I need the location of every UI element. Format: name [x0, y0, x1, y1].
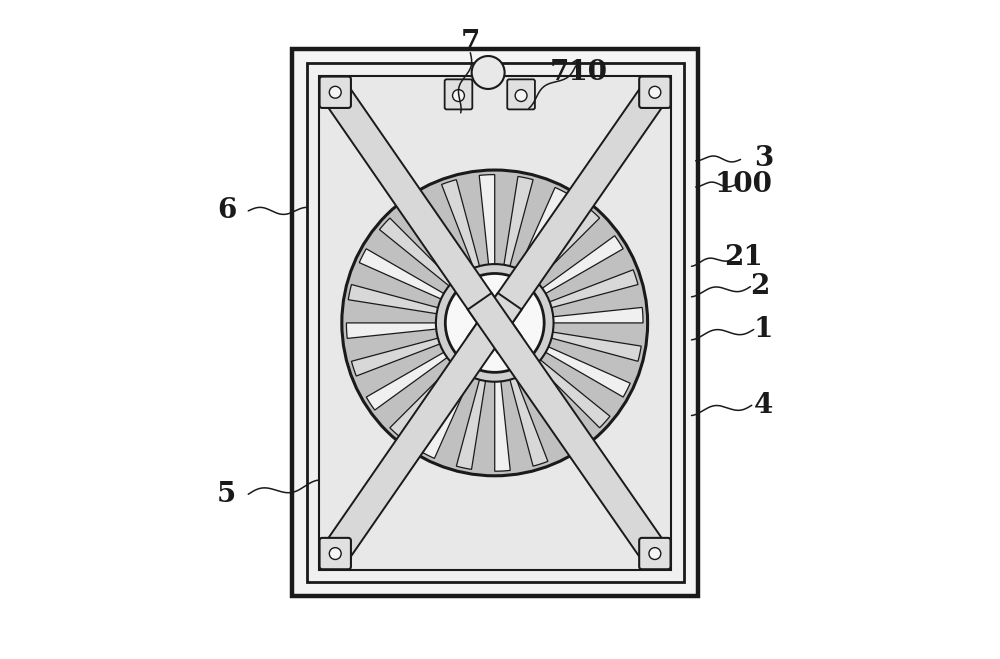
Text: 3: 3 [754, 145, 773, 171]
Polygon shape [543, 346, 630, 397]
Polygon shape [550, 307, 643, 323]
Circle shape [436, 264, 554, 382]
Bar [307, 63, 684, 582]
Polygon shape [530, 208, 600, 283]
Circle shape [515, 90, 527, 101]
Circle shape [329, 548, 341, 559]
Polygon shape [359, 248, 446, 300]
Text: 5: 5 [217, 481, 236, 507]
Circle shape [445, 273, 544, 372]
Polygon shape [408, 194, 467, 277]
Polygon shape [442, 180, 480, 271]
Polygon shape [456, 377, 486, 469]
Text: 7: 7 [461, 30, 480, 56]
Text: 6: 6 [217, 198, 236, 224]
Circle shape [649, 86, 661, 98]
Polygon shape [479, 175, 495, 267]
Circle shape [329, 86, 341, 98]
FancyBboxPatch shape [639, 76, 671, 108]
Polygon shape [366, 351, 449, 410]
Bar [319, 76, 671, 570]
FancyBboxPatch shape [507, 79, 535, 109]
Polygon shape [523, 368, 582, 451]
Circle shape [472, 56, 505, 89]
Circle shape [453, 90, 464, 101]
FancyBboxPatch shape [320, 538, 351, 569]
Polygon shape [468, 293, 667, 562]
Polygon shape [540, 236, 623, 295]
Polygon shape [549, 331, 641, 361]
Circle shape [649, 548, 661, 559]
FancyBboxPatch shape [320, 76, 351, 108]
FancyBboxPatch shape [445, 79, 472, 109]
Polygon shape [348, 285, 441, 314]
Polygon shape [495, 379, 510, 471]
Text: 4: 4 [754, 392, 773, 418]
Polygon shape [323, 293, 522, 562]
Polygon shape [468, 84, 667, 353]
Polygon shape [421, 372, 472, 459]
FancyBboxPatch shape [639, 538, 671, 569]
Polygon shape [346, 323, 439, 339]
Text: 21: 21 [724, 244, 763, 270]
Polygon shape [547, 270, 638, 308]
Polygon shape [503, 177, 533, 269]
Polygon shape [390, 362, 459, 438]
Text: 2: 2 [751, 273, 770, 300]
Polygon shape [509, 375, 548, 466]
Text: 100: 100 [715, 171, 773, 198]
Text: 710: 710 [550, 59, 608, 86]
Bar [292, 49, 698, 596]
Circle shape [342, 170, 648, 476]
Polygon shape [379, 218, 455, 288]
Polygon shape [323, 84, 522, 353]
Polygon shape [534, 358, 610, 428]
Polygon shape [351, 337, 442, 376]
Polygon shape [518, 187, 569, 274]
Text: 1: 1 [754, 316, 773, 343]
